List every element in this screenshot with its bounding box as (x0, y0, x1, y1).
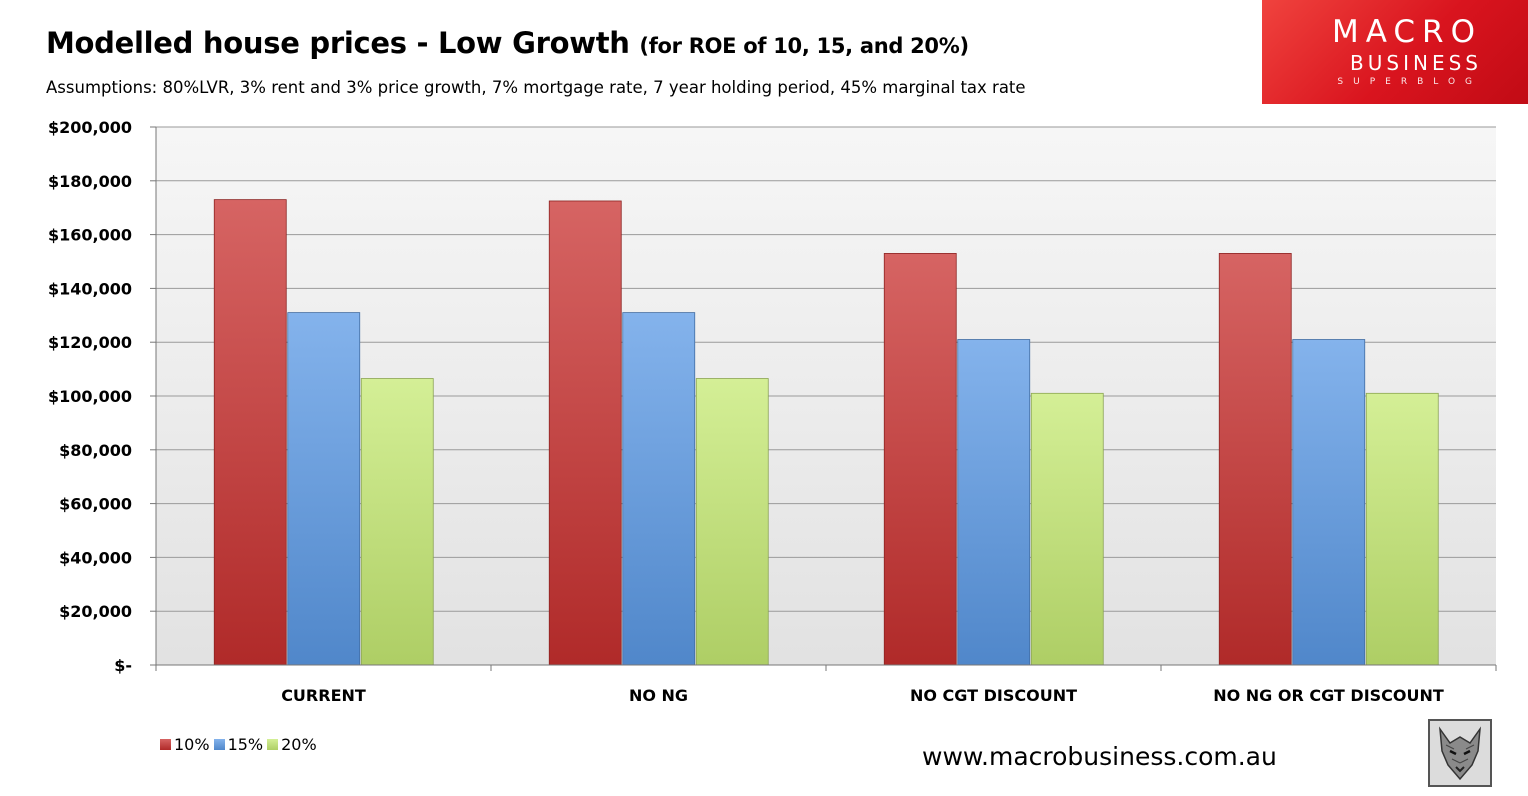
y-tick-label: $100,000 (48, 387, 132, 406)
logo-line-1: MACRO (1332, 14, 1482, 50)
legend-swatch (213, 739, 225, 750)
legend-swatch (160, 739, 171, 750)
legend-label: 10% (174, 735, 210, 754)
chart-title: Modelled house prices - Low Growth (for … (46, 26, 969, 60)
bar-no-ng-20pct (695, 378, 769, 666)
bar-current-10pct (213, 199, 287, 666)
x-tick-label: NO NG (629, 686, 688, 705)
y-tick-label: $40,000 (59, 548, 132, 567)
legend-swatch (267, 739, 279, 750)
wolf-icon (1428, 719, 1492, 787)
y-tick-label: $80,000 (59, 441, 132, 460)
chart-title-main: Modelled house prices - Low Growth (46, 26, 630, 60)
bar-no-cgt-discount-15pct (957, 339, 1031, 666)
bar-no-ng-or-cgt-discount-20pct (1365, 392, 1439, 666)
x-tick-label: NO CGT DISCOUNT (910, 686, 1077, 705)
legend-item: 10% (160, 735, 210, 754)
macrobusiness-logo: MACRO BUSINESS SUPERBLOG (1262, 0, 1528, 104)
legend-label: 15% (227, 735, 264, 754)
y-tick-label: $60,000 (59, 495, 132, 514)
bar-no-cgt-discount-20pct (1030, 392, 1104, 666)
y-tick-label: $140,000 (48, 279, 132, 298)
x-tick-label: NO NG OR CGT DISCOUNT (1213, 686, 1444, 705)
bar-no-ng-or-cgt-discount-10pct (1218, 253, 1292, 666)
bar-current-15pct (287, 312, 361, 666)
y-tick-label: $120,000 (48, 333, 132, 352)
y-tick-label: $20,000 (59, 602, 132, 621)
y-tick-label: $- (114, 656, 132, 675)
x-tick-label: CURRENT (281, 686, 366, 705)
website-url: www.macrobusiness.com.au (922, 742, 1277, 771)
logo-line-2: BUSINESS (1350, 51, 1482, 75)
y-tick-label: $160,000 (48, 226, 132, 245)
y-tick-label: $180,000 (48, 172, 132, 191)
chart-legend: 10% 15% 20% (160, 735, 321, 754)
bar-no-cgt-discount-10pct (883, 253, 957, 666)
bar-current-20pct (360, 378, 434, 666)
legend-item: 20% (267, 735, 317, 754)
legend-label: 20% (281, 735, 317, 754)
logo-line-3: SUPERBLOG (1337, 77, 1482, 87)
chart-title-suffix: (for ROE of 10, 15, and 20%) (639, 34, 969, 58)
bar-no-ng-15pct (622, 312, 696, 666)
chart-assumptions: Assumptions: 80%LVR, 3% rent and 3% pric… (46, 78, 1026, 97)
y-tick-label: $200,000 (48, 118, 132, 137)
legend-item: 15% (213, 735, 264, 754)
bar-no-ng-or-cgt-discount-15pct (1292, 339, 1366, 666)
bar-no-ng-10pct (548, 200, 622, 666)
